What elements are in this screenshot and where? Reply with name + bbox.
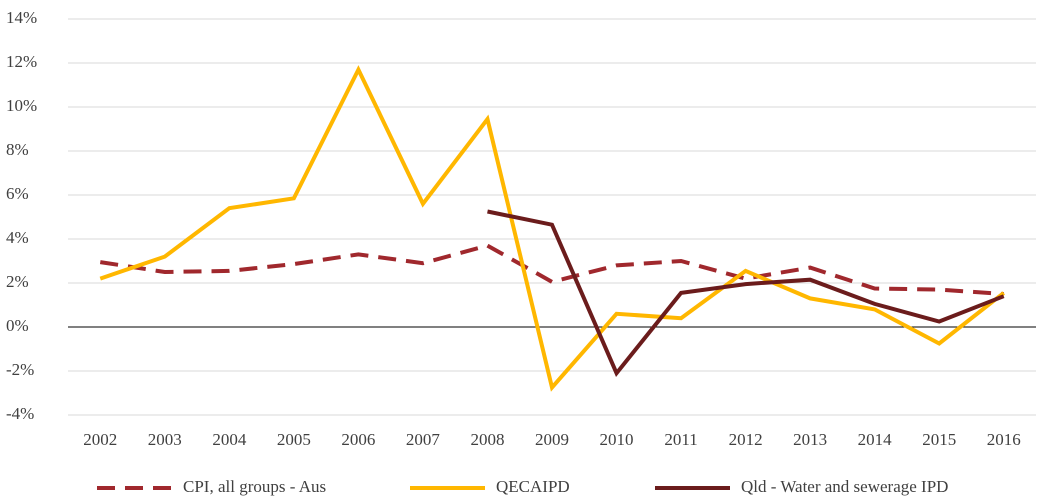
y-tick-label: -2% [6, 360, 34, 379]
x-tick-label: 2012 [729, 430, 763, 449]
series-line [99, 243, 1004, 296]
x-tick-label: 2008 [470, 430, 504, 449]
series-line [487, 209, 1005, 378]
x-tick-label: 2007 [406, 430, 441, 449]
y-tick-label: 8% [6, 140, 29, 159]
legend-label: QECAIPD [496, 477, 570, 496]
y-tick-label: 0% [6, 316, 29, 335]
x-tick-label: 2005 [277, 430, 311, 449]
x-tick-label: 2015 [922, 430, 956, 449]
x-tick-label: 2014 [858, 430, 893, 449]
x-tick-label: 2004 [212, 430, 247, 449]
y-tick-label: 10% [6, 96, 37, 115]
x-tick-label: 2013 [793, 430, 827, 449]
y-tick-label: -4% [6, 404, 34, 423]
y-tick-label: 12% [6, 52, 37, 71]
x-tick-label: 2003 [148, 430, 182, 449]
x-tick-label: 2002 [83, 430, 117, 449]
series-line [99, 65, 1005, 392]
legend-label: Qld - Water and sewerage IPD [741, 477, 948, 496]
y-tick-label: 6% [6, 184, 29, 203]
y-tick-label: 2% [6, 272, 29, 291]
y-tick-label: 4% [6, 228, 29, 247]
y-tick-label: 14% [6, 8, 37, 27]
x-tick-label: 2016 [987, 430, 1021, 449]
x-tick-label: 2009 [535, 430, 569, 449]
x-tick-label: 2006 [341, 430, 375, 449]
legend-label: CPI, all groups - Aus [183, 477, 326, 496]
x-tick-label: 2010 [600, 430, 634, 449]
x-tick-label: 2011 [664, 430, 697, 449]
